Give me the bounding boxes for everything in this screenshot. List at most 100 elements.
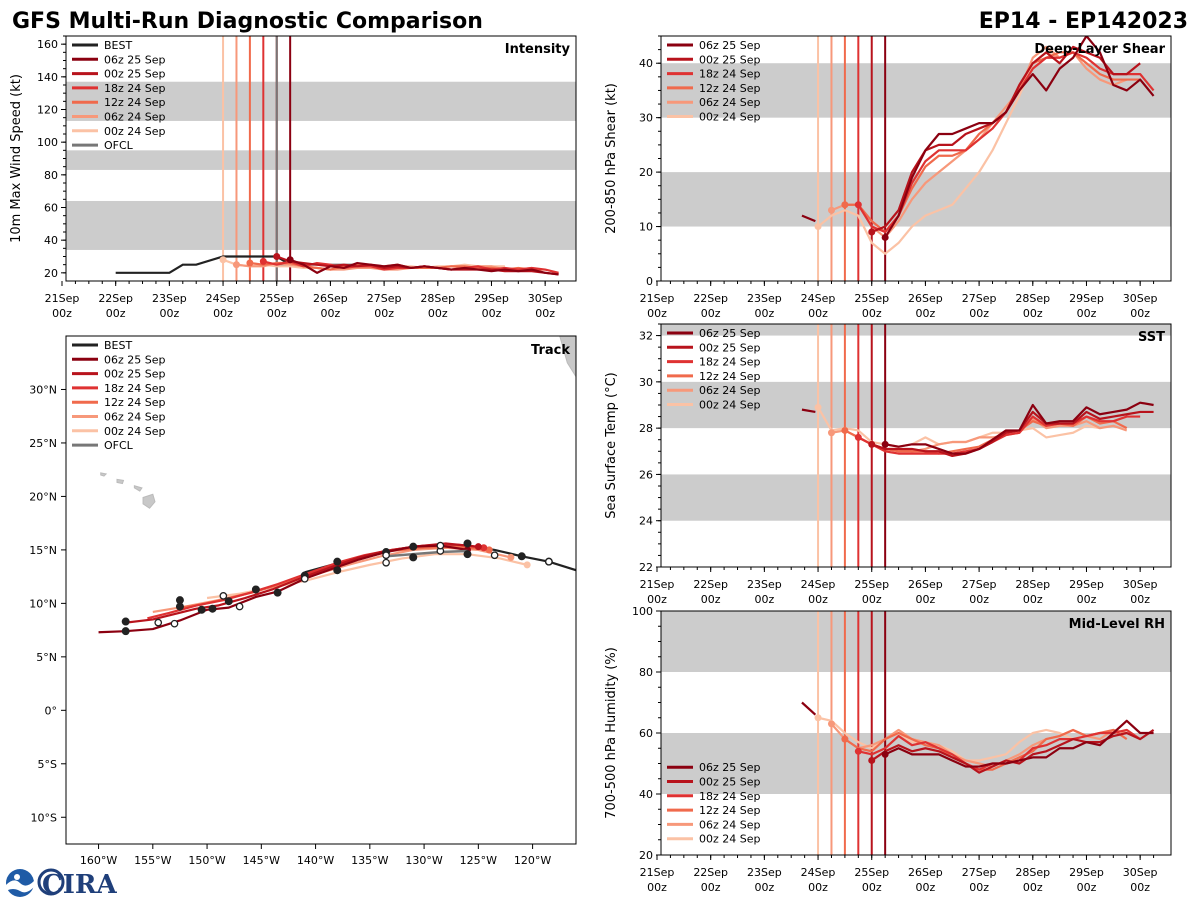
track-marker-filled — [251, 585, 260, 594]
lat-tick-label: 0° — [45, 704, 58, 717]
x-tick-day: 21Sep — [640, 866, 675, 879]
legend-label: 18z 24 Sep — [699, 790, 761, 803]
y-tick-label: 120 — [37, 104, 58, 117]
series-start-point — [814, 403, 822, 411]
track-marker-filled — [121, 627, 130, 636]
series-start-point — [814, 714, 822, 722]
x-tick-hour: 00z — [1023, 593, 1043, 606]
land-oahu — [116, 478, 125, 485]
land-kauai — [100, 472, 108, 477]
threshold-band — [661, 474, 1171, 521]
track-marker-open — [382, 551, 390, 560]
x-tick-day: 24Sep — [801, 578, 836, 591]
legend-label: 00z 24 Sep — [104, 125, 166, 138]
x-tick-day: 30Sep — [1123, 292, 1158, 305]
y-tick-label: 160 — [37, 38, 58, 51]
plot-frame — [660, 323, 1172, 568]
lat-tick-label: 20°N — [29, 490, 57, 503]
series-line — [817, 716, 1101, 762]
y-tick-label: 40 — [44, 234, 58, 247]
plot-area — [66, 36, 576, 281]
x-tick-day: 29Sep — [1069, 866, 1104, 879]
y-tick-label: 0 — [646, 275, 653, 288]
series-line — [289, 258, 559, 276]
series-start-point — [868, 440, 876, 448]
track-marker-open — [436, 541, 445, 550]
x-tick-hour: 00z — [862, 593, 882, 606]
x-tick-hour: 00z — [647, 881, 667, 894]
track-start-point — [523, 561, 531, 569]
track-marker-filled — [463, 539, 472, 548]
track-marker-filled — [409, 542, 418, 551]
lat-tick-label: 10°S — [31, 811, 57, 824]
y-tick-label: 24 — [639, 515, 653, 528]
y-tick-label: 10 — [639, 221, 653, 234]
x-tick-hour: 00z — [916, 881, 936, 894]
x-tick-day: 29Sep — [1069, 292, 1104, 305]
x-tick-hour: 00z — [535, 307, 555, 320]
x-tick-day: 24Sep — [801, 866, 836, 879]
figure-title: GFS Multi-Run Diagnostic Comparison — [12, 9, 483, 34]
series-start-point — [841, 201, 849, 209]
y-tick-label: 28 — [639, 422, 653, 435]
track-marker-filled — [463, 550, 472, 559]
x-tick-day: 27Sep — [962, 866, 997, 879]
x-tick-hour: 00z — [969, 593, 989, 606]
legend-label: OFCL — [104, 139, 134, 152]
y-tick-label: 26 — [639, 468, 653, 481]
legend-label: 06z 25 Sep — [699, 761, 761, 774]
threshold-band — [66, 81, 576, 121]
lon-tick-label: 145°W — [243, 854, 280, 867]
series-start-point — [259, 257, 267, 265]
x-tick-hour: 00z — [1130, 307, 1150, 320]
track-marker-filled — [333, 566, 342, 575]
y-tick-label: 40 — [639, 57, 653, 70]
x-tick-day: 30Sep — [1123, 866, 1158, 879]
x-tick-hour: 00z — [754, 881, 774, 894]
track-marker-open — [490, 551, 499, 560]
track-start-point — [474, 543, 482, 551]
y-tick-label: 80 — [639, 666, 653, 679]
plot-area — [661, 36, 1171, 281]
legend-label: 06z 25 Sep — [104, 53, 166, 66]
legend-label: 06z 24 Sep — [699, 818, 761, 831]
series-start-point — [854, 201, 862, 209]
threshold-band — [66, 200, 576, 250]
track-marker-filled — [121, 617, 130, 626]
track-marker-open — [545, 557, 553, 566]
y-axis-label: 10m Max Wind Speed (kt) — [9, 74, 24, 243]
x-tick-day: 26Sep — [313, 292, 348, 305]
series-start-point — [246, 259, 254, 267]
storm-id: EP14 - EP142023 — [979, 9, 1188, 34]
x-tick-hour: 00z — [647, 593, 667, 606]
lat-tick-label: 15°N — [29, 544, 57, 557]
legend-label: 18z 24 Sep — [104, 82, 166, 95]
track-marker-filled — [175, 596, 184, 605]
panel-title: Mid-Level RH — [1069, 617, 1165, 632]
legend-label: BEST — [104, 339, 132, 352]
x-tick-day: 27Sep — [962, 292, 997, 305]
series-start-point — [854, 747, 862, 755]
x-tick-hour: 00z — [106, 307, 126, 320]
y-tick-label: 20 — [639, 166, 653, 179]
series-line — [871, 410, 1154, 458]
legend-label: 12z 24 Sep — [104, 396, 166, 409]
y-tick-label: 60 — [44, 202, 58, 215]
x-tick-hour: 00z — [1130, 593, 1150, 606]
x-tick-hour: 00z — [1023, 307, 1043, 320]
legend-label: 12z 24 Sep — [699, 370, 761, 383]
x-tick-day: 23Sep — [747, 866, 782, 879]
threshold-band — [66, 150, 576, 170]
x-tick-day: 25Sep — [854, 578, 889, 591]
plot-frame — [65, 335, 577, 845]
x-tick-hour: 00z — [321, 307, 341, 320]
x-tick-hour: 00z — [701, 593, 721, 606]
x-tick-hour: 00z — [647, 307, 667, 320]
intensity-panel: 20 40 60 80 100 120 140 160 21Sep 00z 22Sep 00z 23Se… — [9, 35, 577, 320]
legend-label: 12z 24 Sep — [699, 82, 761, 95]
series-start-point — [841, 426, 849, 434]
series-start-point — [868, 756, 876, 764]
track-start-point — [507, 553, 515, 561]
x-tick-day: 28Sep — [420, 292, 455, 305]
